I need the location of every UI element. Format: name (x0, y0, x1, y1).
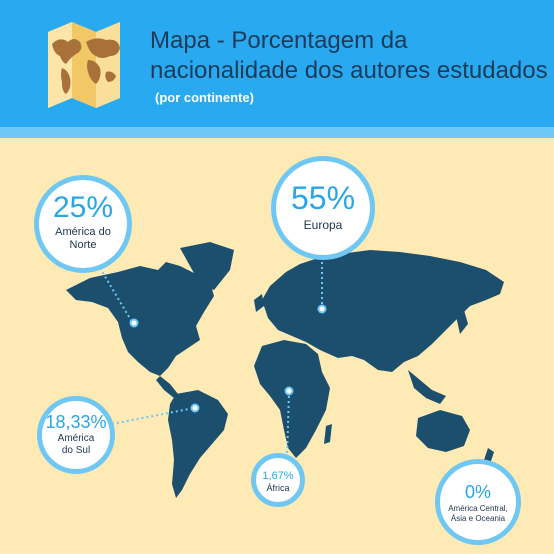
header-strip (0, 127, 554, 138)
central-america-shape (156, 376, 178, 398)
europe-percent: 55% (290, 180, 356, 216)
south-america-shape (168, 390, 228, 498)
africa-marker (284, 386, 294, 396)
uk-shape (254, 294, 264, 312)
others-bubble: 0% América Central, Ásia e Oceania (435, 459, 521, 545)
africa-shape (254, 340, 330, 458)
europe-bubble: 55% Europa (271, 156, 375, 260)
africa-percent: 1,67% (262, 470, 294, 482)
south-america-marker (190, 403, 200, 413)
greenland-shape (180, 242, 234, 290)
others-label: América Central, Ásia e Oceania (448, 504, 508, 523)
madagascar-shape (324, 424, 332, 444)
folded-map-icon (48, 22, 120, 108)
south-america-bubble: 18,33% América do Sul (37, 396, 115, 474)
others-percent: 0% (464, 482, 491, 502)
africa-bubble: 1,67% África (251, 453, 305, 507)
australia-shape (416, 410, 470, 452)
north-america-marker (129, 318, 139, 328)
southeast-asia-shape (408, 370, 446, 404)
page-title: Mapa - Porcentagem da nacionalidade dos … (150, 27, 548, 84)
north-america-bubble: 25% América do Norte (34, 175, 132, 273)
page-subtitle: (por continente) (155, 90, 254, 105)
europe-label: Europa (303, 218, 343, 232)
north-america-label: América do Norte (55, 226, 111, 251)
africa-label: África (266, 483, 290, 493)
south-america-label: América do Sul (57, 433, 95, 456)
europe-marker (317, 304, 327, 314)
europe-asia-shape (262, 250, 504, 372)
north-america-shape (66, 262, 214, 376)
japan-shape (456, 310, 468, 334)
south-america-percent: 18,33% (45, 412, 107, 432)
north-america-percent: 25% (52, 191, 114, 224)
